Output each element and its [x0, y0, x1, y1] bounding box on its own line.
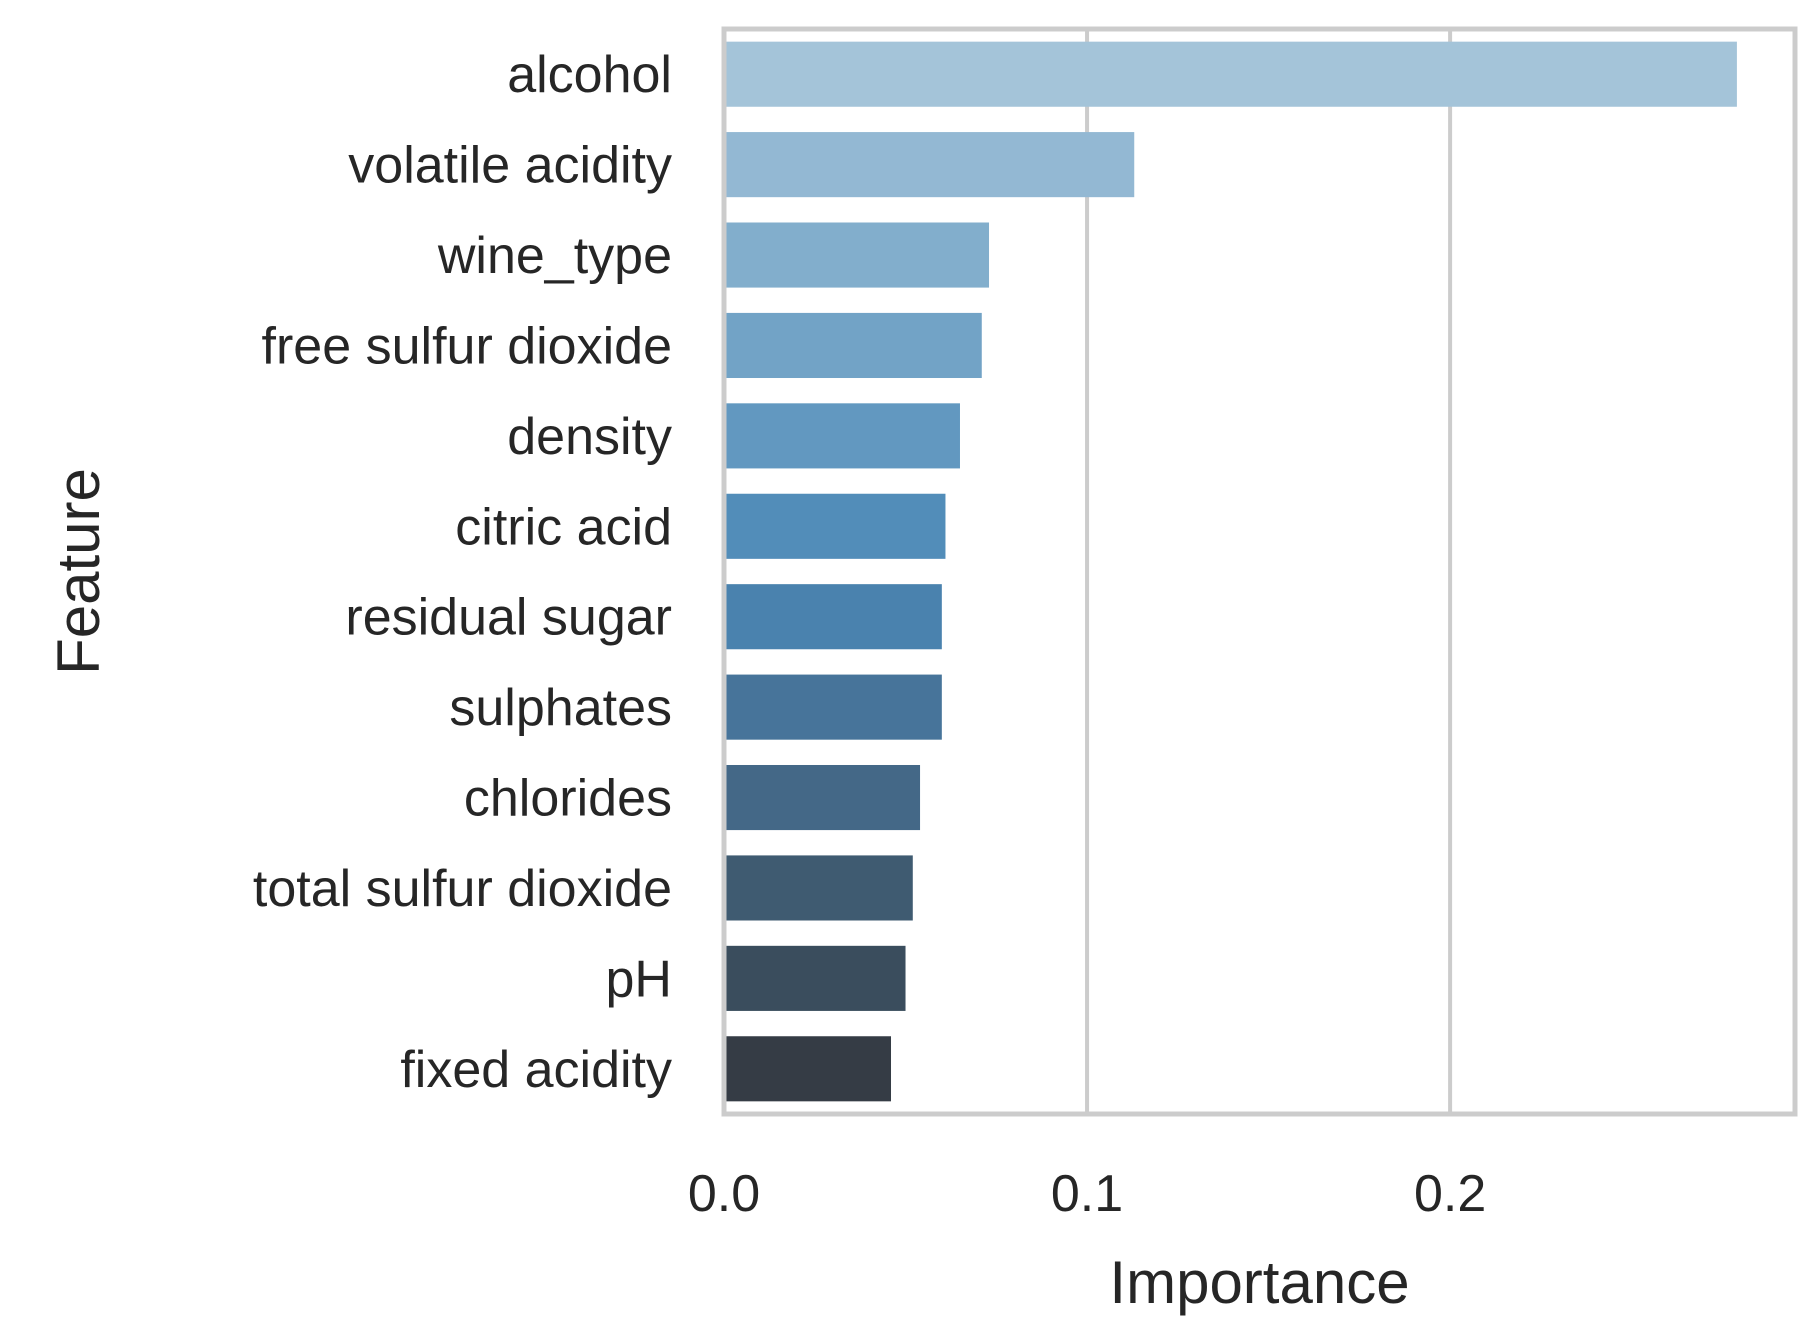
bar-sulphates: [724, 674, 942, 740]
y-tick-label: volatile acidity: [348, 137, 672, 195]
x-axis-title: Importance: [1109, 1249, 1409, 1316]
x-tick-label: 0.1: [1051, 1165, 1123, 1223]
x-tick-labels: 0.0 0.1 0.2: [688, 1165, 1486, 1223]
bar-citric-acid: [724, 493, 946, 559]
plot-frame: [721, 26, 1798, 1117]
bar-wine-type: [724, 222, 990, 288]
bar-alcohol: [724, 41, 1737, 107]
bar-density: [724, 403, 960, 469]
y-tick-label: free sulfur dioxide: [262, 317, 672, 375]
x-tick-label: 0.0: [688, 1165, 760, 1223]
y-tick-label: citric acid: [455, 498, 672, 556]
y-axis-title: Feature: [45, 468, 112, 675]
y-tick-label: sulphates: [449, 679, 672, 737]
bar-total-sulfur-dioxide: [724, 855, 913, 921]
bar-residual-sugar: [724, 584, 942, 650]
bar-volatile-acidity: [724, 132, 1135, 198]
y-tick-label: chlorides: [464, 770, 672, 828]
y-tick-label: density: [507, 408, 672, 466]
y-tick-label: total sulfur dioxide: [253, 860, 672, 918]
y-tick-label: residual sugar: [345, 589, 672, 647]
bar-fixed-acidity: [724, 1036, 892, 1102]
bar-layer: [724, 41, 1737, 1102]
y-tick-label: wine_type: [437, 227, 672, 285]
bar-ph: [724, 945, 906, 1011]
bar-free-sulfur-dioxide: [724, 312, 982, 379]
y-tick-label: pH: [606, 950, 672, 1008]
bar-chlorides: [724, 764, 921, 831]
y-tick-label: alcohol: [507, 46, 672, 104]
y-tick-label: fixed acidity: [400, 1041, 672, 1099]
x-tick-label: 0.2: [1414, 1165, 1486, 1223]
